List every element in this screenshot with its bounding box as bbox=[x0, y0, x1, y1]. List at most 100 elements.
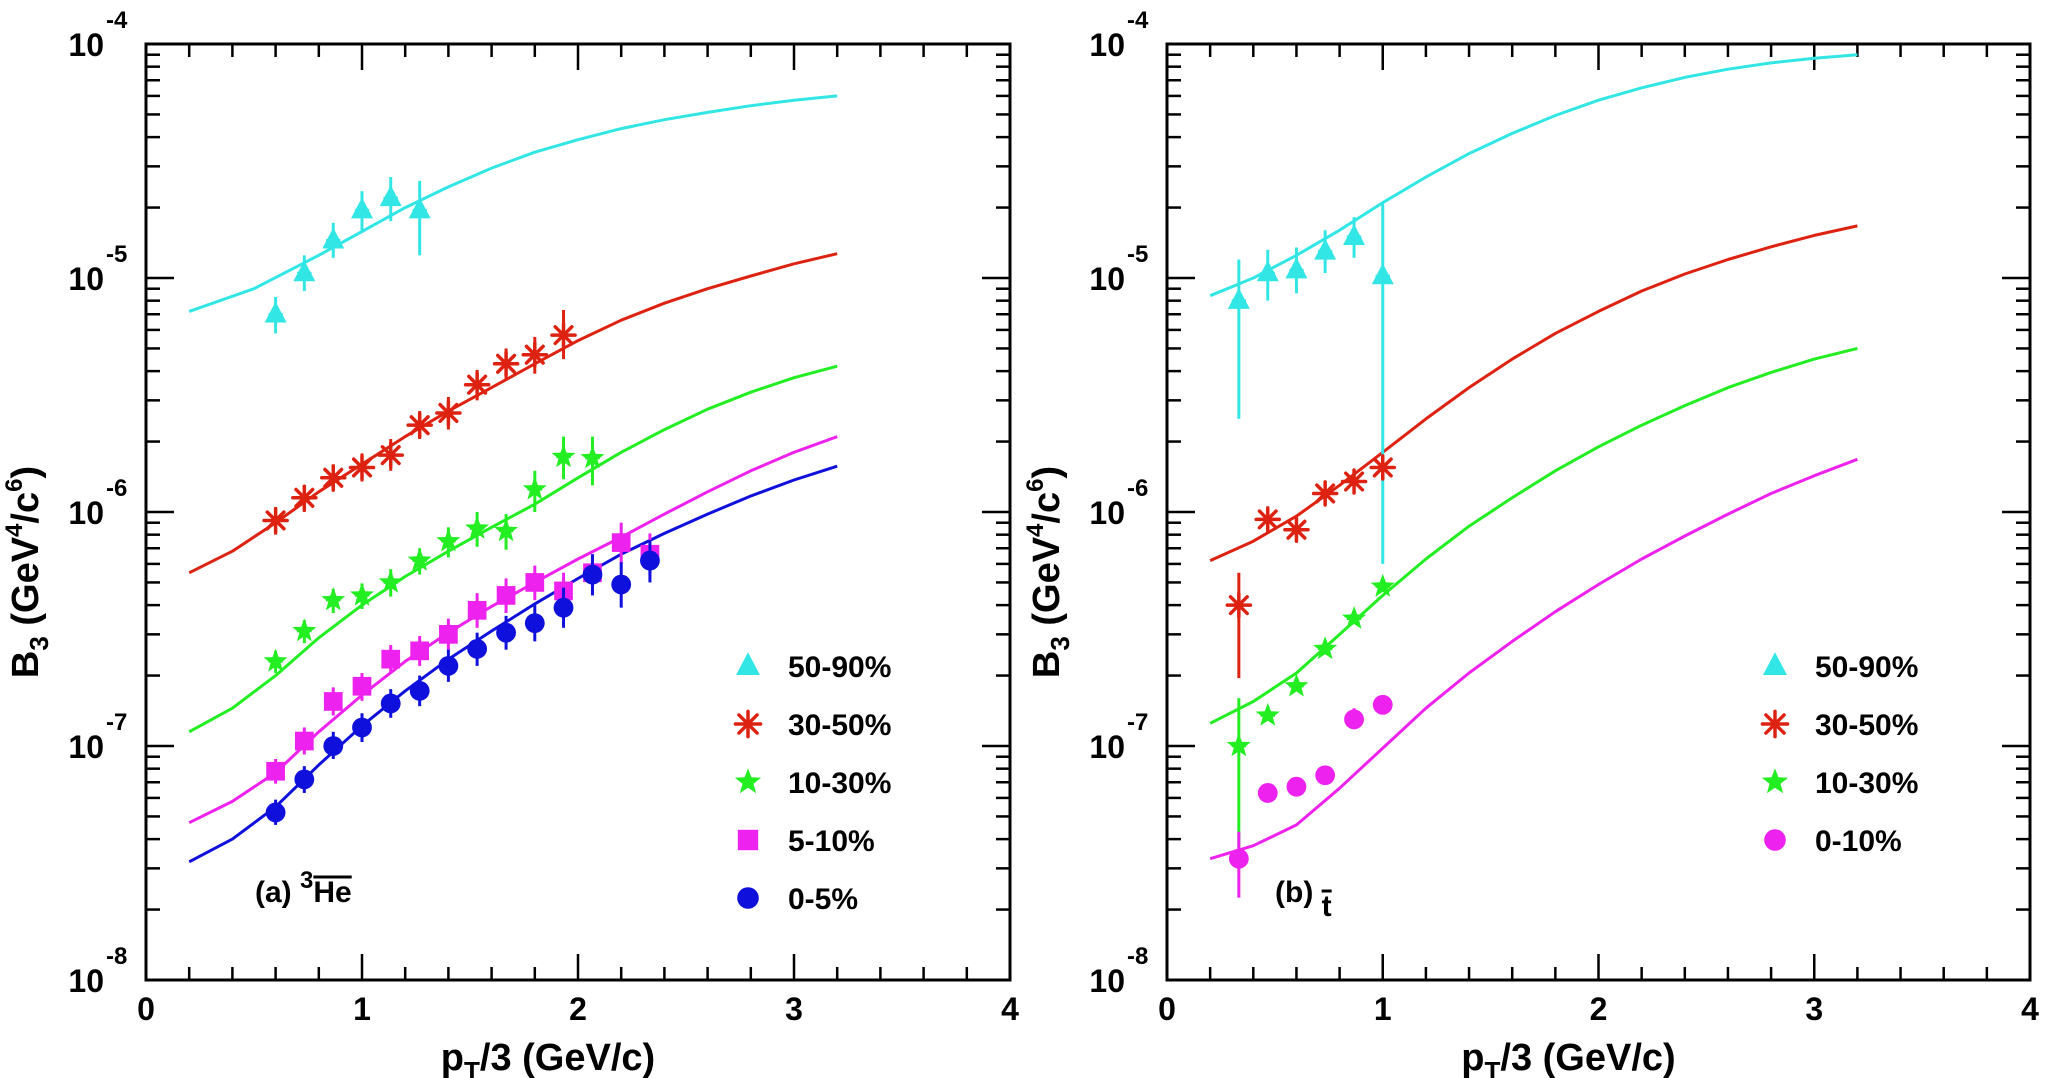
triangle-marker bbox=[322, 227, 345, 249]
y-tick-exponent: -5 bbox=[1127, 241, 1148, 268]
legend-label: 30-50% bbox=[788, 709, 891, 742]
asterisk-marker bbox=[319, 464, 347, 492]
square-marker bbox=[294, 731, 314, 751]
data-point-0-10% bbox=[1228, 831, 1249, 898]
data-point-10-30% bbox=[1313, 636, 1338, 660]
circle-marker bbox=[380, 693, 401, 714]
star-marker bbox=[1284, 673, 1309, 697]
data-point-30-50% bbox=[319, 464, 347, 492]
data-point-30-50% bbox=[1254, 506, 1282, 533]
triangle-marker bbox=[1314, 238, 1337, 260]
asterisk-marker bbox=[550, 321, 577, 349]
legend-label: 30-50% bbox=[1815, 709, 1918, 742]
circle-marker bbox=[438, 655, 459, 676]
data-point-10-30% bbox=[292, 618, 317, 644]
x-tick-label: 2 bbox=[1590, 991, 1608, 1027]
y-tick-base: 10 bbox=[68, 963, 104, 999]
y-axis-title-a: B3 (GeV4/c6) bbox=[1, 466, 54, 678]
data-point-50-90% bbox=[351, 191, 373, 231]
circle-marker bbox=[582, 564, 603, 585]
data-point-5-10% bbox=[525, 565, 545, 601]
legend-marker bbox=[734, 768, 762, 794]
model-curve-10-30% bbox=[188, 364, 838, 734]
legend-marker bbox=[737, 887, 759, 909]
panel-label: (a) 3He bbox=[255, 867, 352, 909]
y-tick-base: 10 bbox=[68, 495, 104, 531]
circle-marker bbox=[1315, 765, 1336, 786]
data-point-0-5% bbox=[611, 562, 632, 608]
legend-label: 5-10% bbox=[788, 825, 875, 858]
circle-marker bbox=[1257, 783, 1278, 803]
data-point-50-90% bbox=[1256, 249, 1279, 301]
data-point-0-10% bbox=[1315, 765, 1336, 786]
triangle-marker bbox=[351, 197, 373, 219]
circle-marker bbox=[553, 597, 574, 618]
data-point-10-30% bbox=[1342, 606, 1367, 629]
star-marker bbox=[1255, 702, 1280, 726]
data-point-50-90% bbox=[1227, 259, 1250, 419]
panel-a: 0 1 2 3 4 10-8 10-7 10-6 10-5 10-4 pT/3 … bbox=[1, 7, 1019, 1078]
y-title-b: B bbox=[1026, 651, 1068, 678]
square-marker bbox=[611, 533, 631, 552]
data-point-0-5% bbox=[496, 615, 516, 650]
data-point-10-30% bbox=[378, 569, 403, 597]
star-marker bbox=[522, 476, 547, 500]
star-marker bbox=[263, 648, 288, 672]
y-tick-exponent: -6 bbox=[1127, 475, 1148, 502]
y-title-open: (GeV bbox=[5, 536, 47, 636]
circle-marker bbox=[467, 638, 488, 659]
data-point-0-5% bbox=[265, 799, 286, 825]
data-point-10-30% bbox=[1226, 698, 1251, 848]
data-point-0-5% bbox=[380, 689, 401, 718]
triangle-marker bbox=[1371, 263, 1394, 285]
circle-marker bbox=[265, 802, 286, 823]
legend-entry: 10-30% bbox=[734, 767, 891, 800]
y-tick-exponent: -7 bbox=[106, 709, 127, 736]
circle-marker bbox=[524, 613, 545, 634]
data-point-30-50% bbox=[463, 369, 491, 401]
x-tick-label: 2 bbox=[569, 991, 587, 1027]
model-curve-0-10% bbox=[1209, 457, 1858, 861]
data-point-30-50% bbox=[262, 507, 289, 535]
data-point-30-50% bbox=[291, 484, 318, 512]
data-point-30-50% bbox=[348, 453, 376, 482]
y-tick-label: 10-8 bbox=[1089, 943, 1148, 999]
star-marker bbox=[551, 444, 576, 468]
data-point-50-90% bbox=[379, 177, 402, 222]
y-tick-labels-a: 10-8 10-7 10-6 10-5 10-4 bbox=[68, 7, 128, 999]
y-title-subscript: 3 bbox=[1045, 636, 1075, 650]
y-tick-base: 10 bbox=[68, 27, 104, 63]
circle-marker bbox=[1372, 694, 1393, 715]
x-tick-labels-a: 0 1 2 3 4 bbox=[137, 991, 1019, 1027]
circle-marker bbox=[409, 680, 430, 701]
y-title-mid: /c bbox=[1026, 492, 1068, 524]
data-point-5-10% bbox=[439, 618, 458, 651]
y-title-close: ) bbox=[5, 466, 47, 479]
square-marker bbox=[352, 676, 372, 696]
data-point-30-50% bbox=[377, 439, 405, 471]
y-tick-label: 10-5 bbox=[68, 241, 127, 297]
data-point-5-10% bbox=[467, 593, 487, 628]
y-tick-base: 10 bbox=[1089, 27, 1125, 63]
legend-entry: 50-90% bbox=[736, 651, 891, 684]
data-point-10-30% bbox=[1370, 573, 1395, 597]
legend-label: 10-30% bbox=[788, 767, 891, 800]
axis-ticks-a bbox=[144, 42, 1012, 982]
asterisk-marker bbox=[291, 484, 318, 512]
data-point-30-50% bbox=[1369, 454, 1397, 481]
data-point-50-90% bbox=[1343, 217, 1366, 258]
data-point-10-30% bbox=[350, 582, 374, 610]
y-tick-exponent: -5 bbox=[106, 241, 127, 268]
legend-a: 50-90% 30-50% 10-30% 5-10% 0-5% bbox=[733, 651, 891, 916]
data-point-10-30% bbox=[436, 527, 461, 558]
data-point-30-50% bbox=[1340, 468, 1368, 495]
star-marker bbox=[1226, 733, 1251, 757]
star-marker bbox=[1761, 768, 1789, 794]
x-title-subscript: T bbox=[1485, 1056, 1501, 1078]
y-tick-label: 10-7 bbox=[1089, 709, 1148, 765]
x-tick-label: 3 bbox=[785, 991, 803, 1027]
data-point-50-90% bbox=[1371, 202, 1394, 564]
square-marker bbox=[410, 641, 430, 661]
data-point-10-30% bbox=[494, 514, 519, 550]
